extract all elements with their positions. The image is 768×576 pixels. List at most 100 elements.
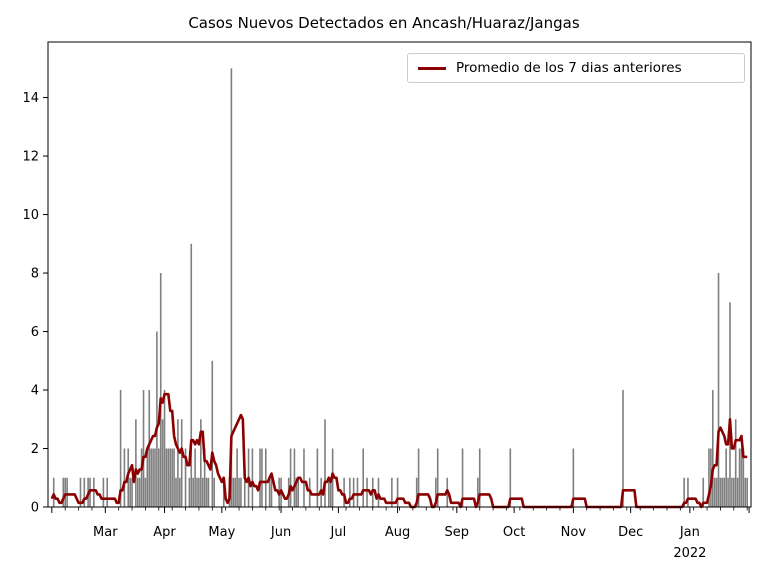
bar (142, 390, 145, 507)
bar (478, 448, 481, 507)
bar (324, 419, 326, 507)
bar (572, 448, 575, 507)
bar (746, 477, 748, 507)
x-axis-label: Dec (618, 525, 643, 540)
bar (238, 477, 240, 507)
bar (234, 477, 237, 507)
bar (243, 477, 246, 507)
bar (727, 477, 729, 507)
bar (173, 448, 175, 507)
bar (711, 390, 714, 507)
bar (713, 477, 716, 507)
bar (138, 477, 141, 507)
bar (264, 448, 267, 507)
bar (436, 448, 439, 507)
bar (509, 448, 512, 507)
bar (362, 448, 364, 507)
bar (316, 448, 319, 507)
bar (119, 390, 122, 507)
bar (295, 477, 298, 507)
bar (725, 448, 727, 507)
bar (207, 477, 210, 507)
bar (83, 477, 86, 507)
bar (736, 477, 739, 507)
bar (179, 477, 181, 507)
bar (165, 448, 168, 507)
bar (205, 477, 208, 507)
bar (140, 448, 143, 507)
x-axis-label: Aug (385, 525, 410, 540)
bar (733, 477, 735, 507)
bar (738, 448, 741, 507)
bar (396, 477, 399, 507)
bar (268, 477, 271, 507)
bar (236, 448, 238, 507)
bar (721, 477, 724, 507)
x-axis-label: Sep (445, 525, 470, 540)
bar (167, 448, 170, 507)
bar (135, 419, 137, 507)
bar (154, 448, 156, 507)
bar (62, 477, 65, 507)
bar (702, 477, 705, 507)
bar (201, 477, 204, 507)
bar (146, 448, 149, 507)
bar (190, 243, 193, 508)
bar (683, 477, 685, 507)
bar (328, 477, 330, 507)
bar (144, 477, 147, 507)
bar (161, 419, 164, 507)
bar (222, 477, 225, 507)
x-axis-label: Apr (153, 525, 176, 540)
bar (177, 419, 179, 507)
bar (270, 477, 273, 507)
bar (366, 477, 368, 507)
bar (734, 419, 737, 507)
bar (169, 448, 172, 507)
y-axis-label: 8 (31, 267, 39, 282)
bar (261, 448, 263, 507)
bar (415, 477, 418, 507)
bar (744, 477, 747, 507)
bar (52, 477, 55, 507)
average-line (50, 392, 748, 509)
y-axis-label: 0 (31, 501, 39, 516)
y-axis-label: 4 (31, 384, 39, 399)
bar (148, 390, 151, 507)
bar (349, 477, 351, 507)
bar (240, 477, 242, 507)
bar (175, 477, 177, 507)
bar (123, 448, 126, 507)
bar (152, 448, 154, 507)
y-axis-label: 6 (31, 325, 39, 340)
legend-line-sample (418, 66, 446, 70)
bar (203, 448, 206, 507)
bar (719, 477, 722, 507)
x-axis-label: Jun (270, 525, 291, 540)
bar (723, 477, 726, 507)
bar (156, 331, 158, 507)
bar (180, 419, 183, 507)
bar (740, 448, 743, 507)
bar (136, 477, 139, 507)
bar (213, 477, 215, 507)
chart-title: Casos Nuevos Detectados en Ancash/Huaraz… (188, 14, 580, 32)
bar (106, 477, 109, 507)
bar (171, 448, 173, 507)
bar (477, 477, 479, 507)
bar (377, 477, 380, 507)
bar (729, 302, 731, 507)
bar (329, 477, 332, 507)
bar (356, 477, 359, 507)
bar (188, 477, 191, 507)
x-axis-label: Mar (93, 525, 118, 540)
bar (251, 448, 254, 507)
bar (230, 68, 233, 507)
bar (708, 448, 710, 507)
bar (129, 477, 131, 507)
y-axis-label: 10 (22, 208, 39, 223)
bar (131, 477, 133, 507)
bar (158, 448, 160, 507)
bar (742, 448, 745, 507)
